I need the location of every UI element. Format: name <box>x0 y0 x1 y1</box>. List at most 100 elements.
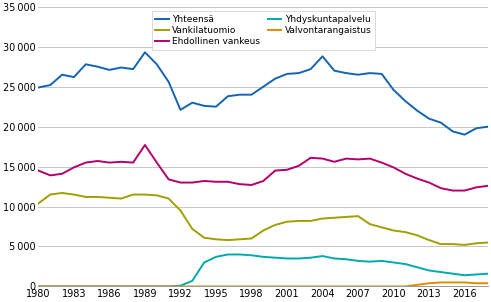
Ehdollinen vankeus <box>320 157 326 160</box>
Vankilatuomio <box>190 227 195 231</box>
Yhdyskuntapalvelu <box>142 284 148 288</box>
Yhdyskuntapalvelu <box>190 279 195 283</box>
Ehdollinen vankeus <box>296 164 302 168</box>
Ehdollinen vankeus <box>485 184 491 188</box>
Ehdollinen vankeus <box>331 160 337 164</box>
Valvontarangaistus <box>95 284 101 288</box>
Yhdyskuntapalvelu <box>118 284 124 288</box>
Valvontarangaistus <box>485 281 491 285</box>
Ehdollinen vankeus <box>379 161 384 164</box>
Yhteensä <box>473 127 479 130</box>
Ehdollinen vankeus <box>403 172 409 175</box>
Valvontarangaistus <box>130 284 136 288</box>
Yhteensä <box>284 72 290 76</box>
Vankilatuomio <box>47 193 53 196</box>
Vankilatuomio <box>248 237 254 240</box>
Vankilatuomio <box>296 219 302 223</box>
Yhdyskuntapalvelu <box>284 257 290 260</box>
Valvontarangaistus <box>308 284 314 288</box>
Yhdyskuntapalvelu <box>165 284 171 288</box>
Valvontarangaistus <box>178 284 184 288</box>
Vankilatuomio <box>237 237 243 241</box>
Vankilatuomio <box>225 238 231 242</box>
Yhteensä <box>118 66 124 69</box>
Ehdollinen vankeus <box>426 181 432 185</box>
Yhdyskuntapalvelu <box>403 262 409 266</box>
Vankilatuomio <box>142 193 148 196</box>
Vankilatuomio <box>403 230 409 234</box>
Valvontarangaistus <box>462 281 467 284</box>
Yhteensä <box>225 95 231 98</box>
Yhteensä <box>248 93 254 96</box>
Yhteensä <box>343 71 349 75</box>
Ehdollinen vankeus <box>83 161 89 164</box>
Yhteensä <box>296 71 302 75</box>
Yhdyskuntapalvelu <box>201 261 207 264</box>
Vankilatuomio <box>130 193 136 196</box>
Yhteensä <box>71 75 77 79</box>
Yhteensä <box>154 63 160 66</box>
Ehdollinen vankeus <box>213 180 219 184</box>
Yhteensä <box>438 121 444 124</box>
Ehdollinen vankeus <box>165 178 171 181</box>
Vankilatuomio <box>284 220 290 223</box>
Yhdyskuntapalvelu <box>83 284 89 288</box>
Yhdyskuntapalvelu <box>130 284 136 288</box>
Yhdyskuntapalvelu <box>107 284 112 288</box>
Yhteensä <box>320 54 326 58</box>
Ehdollinen vankeus <box>71 165 77 169</box>
Valvontarangaistus <box>296 284 302 288</box>
Valvontarangaistus <box>320 284 326 288</box>
Yhdyskuntapalvelu <box>355 259 361 263</box>
Ehdollinen vankeus <box>473 185 479 189</box>
Ehdollinen vankeus <box>35 169 41 172</box>
Valvontarangaistus <box>379 284 384 288</box>
Yhdyskuntapalvelu <box>296 257 302 260</box>
Valvontarangaistus <box>47 284 53 288</box>
Ehdollinen vankeus <box>178 181 184 185</box>
Yhteensä <box>237 93 243 96</box>
Yhteensä <box>450 130 456 133</box>
Yhteensä <box>201 104 207 108</box>
Ehdollinen vankeus <box>107 161 112 164</box>
Yhdyskuntapalvelu <box>237 253 243 256</box>
Valvontarangaistus <box>213 284 219 288</box>
Vankilatuomio <box>165 197 171 200</box>
Valvontarangaistus <box>142 284 148 288</box>
Vankilatuomio <box>35 201 41 205</box>
Ehdollinen vankeus <box>130 161 136 164</box>
Vankilatuomio <box>260 229 266 232</box>
Yhteensä <box>47 83 53 87</box>
Line: Valvontarangaistus: Valvontarangaistus <box>38 282 488 286</box>
Vankilatuomio <box>272 223 278 227</box>
Yhdyskuntapalvelu <box>367 260 373 263</box>
Ehdollinen vankeus <box>190 181 195 185</box>
Valvontarangaistus <box>284 284 290 288</box>
Line: Ehdollinen vankeus: Ehdollinen vankeus <box>38 145 488 191</box>
Yhteensä <box>165 80 171 84</box>
Valvontarangaistus <box>225 284 231 288</box>
Yhdyskuntapalvelu <box>95 284 101 288</box>
Ehdollinen vankeus <box>284 168 290 172</box>
Vankilatuomio <box>343 215 349 219</box>
Ehdollinen vankeus <box>154 161 160 164</box>
Valvontarangaistus <box>35 284 41 288</box>
Yhdyskuntapalvelu <box>154 284 160 288</box>
Valvontarangaistus <box>190 284 195 288</box>
Yhteensä <box>260 85 266 88</box>
Yhteensä <box>190 101 195 104</box>
Valvontarangaistus <box>201 284 207 288</box>
Valvontarangaistus <box>248 284 254 288</box>
Yhdyskuntapalvelu <box>178 284 184 288</box>
Yhteensä <box>403 99 409 103</box>
Ehdollinen vankeus <box>59 172 65 175</box>
Ehdollinen vankeus <box>343 157 349 160</box>
Legend: Yhteensä, Vankilatuomio, Ehdollinen vankeus, Yhdyskuntapalvelu, Valvontarangaist: Yhteensä, Vankilatuomio, Ehdollinen vank… <box>152 11 375 50</box>
Valvontarangaistus <box>426 281 432 285</box>
Vankilatuomio <box>331 216 337 220</box>
Yhdyskuntapalvelu <box>414 265 420 269</box>
Valvontarangaistus <box>331 284 337 288</box>
Yhteensä <box>107 68 112 72</box>
Vankilatuomio <box>426 238 432 242</box>
Yhdyskuntapalvelu <box>473 273 479 276</box>
